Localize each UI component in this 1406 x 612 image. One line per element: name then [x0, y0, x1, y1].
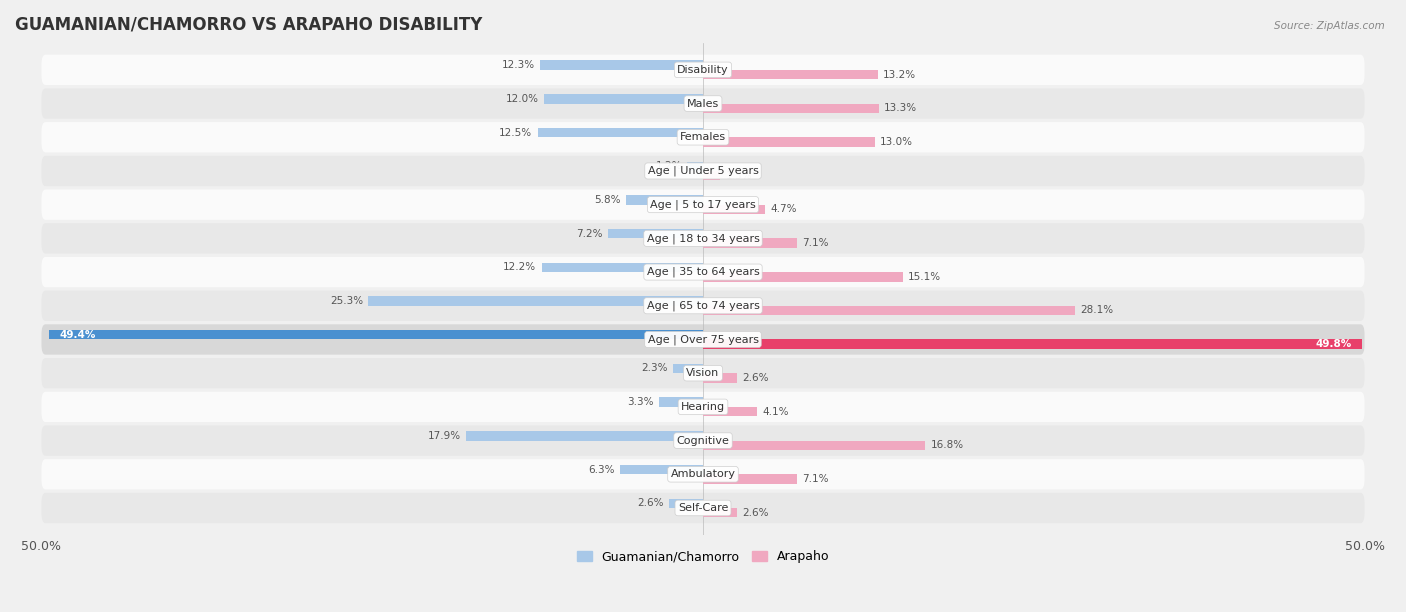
Bar [620, 465, 703, 474]
Text: Ambulatory: Ambulatory [671, 469, 735, 479]
Bar [467, 431, 703, 441]
Text: Hearing: Hearing [681, 402, 725, 412]
Text: 6.3%: 6.3% [588, 465, 614, 474]
Bar [368, 296, 703, 306]
Text: 28.1%: 28.1% [1080, 305, 1114, 316]
Bar [703, 373, 737, 382]
Text: 5.8%: 5.8% [595, 195, 621, 205]
Text: 12.0%: 12.0% [506, 94, 538, 104]
Bar [607, 229, 703, 238]
FancyBboxPatch shape [41, 291, 1365, 321]
Text: Disability: Disability [678, 65, 728, 75]
Bar [703, 441, 925, 450]
Bar [703, 103, 879, 113]
Text: 4.1%: 4.1% [762, 406, 789, 417]
FancyBboxPatch shape [41, 54, 1365, 85]
Bar [540, 61, 703, 70]
Text: GUAMANIAN/CHAMORRO VS ARAPAHO DISABILITY: GUAMANIAN/CHAMORRO VS ARAPAHO DISABILITY [15, 15, 482, 33]
Text: 7.1%: 7.1% [803, 238, 828, 248]
Legend: Guamanian/Chamorro, Arapaho: Guamanian/Chamorro, Arapaho [571, 545, 835, 568]
FancyBboxPatch shape [41, 324, 1365, 354]
FancyBboxPatch shape [41, 122, 1365, 152]
Text: Age | 65 to 74 years: Age | 65 to 74 years [647, 300, 759, 311]
Text: Age | Over 75 years: Age | Over 75 years [648, 334, 758, 345]
Bar [703, 137, 875, 147]
FancyBboxPatch shape [41, 156, 1365, 186]
Text: Females: Females [681, 132, 725, 142]
Text: 13.2%: 13.2% [883, 70, 917, 80]
Text: 12.2%: 12.2% [503, 263, 536, 272]
Bar [703, 340, 1362, 349]
FancyBboxPatch shape [41, 425, 1365, 456]
Text: 1.2%: 1.2% [655, 161, 682, 171]
Bar [703, 306, 1074, 315]
Bar [703, 272, 903, 282]
Bar [626, 195, 703, 204]
Text: 49.8%: 49.8% [1315, 339, 1351, 349]
Text: 4.7%: 4.7% [770, 204, 797, 214]
Text: Source: ZipAtlas.com: Source: ZipAtlas.com [1274, 21, 1385, 31]
Text: 2.6%: 2.6% [742, 373, 769, 383]
Bar [669, 499, 703, 508]
Bar [49, 330, 703, 340]
FancyBboxPatch shape [41, 257, 1365, 287]
Text: Age | 18 to 34 years: Age | 18 to 34 years [647, 233, 759, 244]
Text: 3.3%: 3.3% [627, 397, 654, 407]
Text: 17.9%: 17.9% [427, 431, 461, 441]
Text: Age | 35 to 64 years: Age | 35 to 64 years [647, 267, 759, 277]
Text: 49.4%: 49.4% [60, 330, 97, 340]
Bar [672, 364, 703, 373]
Text: 2.3%: 2.3% [641, 364, 668, 373]
Text: 13.3%: 13.3% [884, 103, 917, 113]
Text: 1.3%: 1.3% [725, 171, 752, 181]
Text: 16.8%: 16.8% [931, 440, 963, 450]
Text: Self-Care: Self-Care [678, 503, 728, 513]
Text: 15.1%: 15.1% [908, 272, 941, 282]
Bar [703, 407, 758, 416]
Bar [544, 94, 703, 103]
Text: 7.2%: 7.2% [576, 229, 602, 239]
Bar [703, 204, 765, 214]
Bar [703, 474, 797, 483]
Text: Cognitive: Cognitive [676, 436, 730, 446]
FancyBboxPatch shape [41, 358, 1365, 389]
Bar [703, 238, 797, 248]
Text: 7.1%: 7.1% [803, 474, 828, 484]
Bar [688, 162, 703, 171]
Text: Vision: Vision [686, 368, 720, 378]
Bar [703, 70, 877, 80]
FancyBboxPatch shape [41, 459, 1365, 490]
Text: 2.6%: 2.6% [637, 498, 664, 509]
Text: Age | Under 5 years: Age | Under 5 years [648, 166, 758, 176]
Bar [541, 263, 703, 272]
Text: Males: Males [688, 99, 718, 108]
Bar [659, 397, 703, 407]
FancyBboxPatch shape [41, 223, 1365, 253]
Text: 12.5%: 12.5% [499, 127, 533, 138]
Bar [537, 128, 703, 137]
Bar [703, 508, 737, 517]
Text: 13.0%: 13.0% [880, 137, 914, 147]
FancyBboxPatch shape [41, 392, 1365, 422]
Text: 12.3%: 12.3% [502, 60, 534, 70]
Text: Age | 5 to 17 years: Age | 5 to 17 years [650, 200, 756, 210]
FancyBboxPatch shape [41, 190, 1365, 220]
Text: 25.3%: 25.3% [330, 296, 363, 306]
FancyBboxPatch shape [41, 88, 1365, 119]
FancyBboxPatch shape [41, 493, 1365, 523]
Bar [703, 171, 720, 181]
Text: 2.6%: 2.6% [742, 508, 769, 518]
